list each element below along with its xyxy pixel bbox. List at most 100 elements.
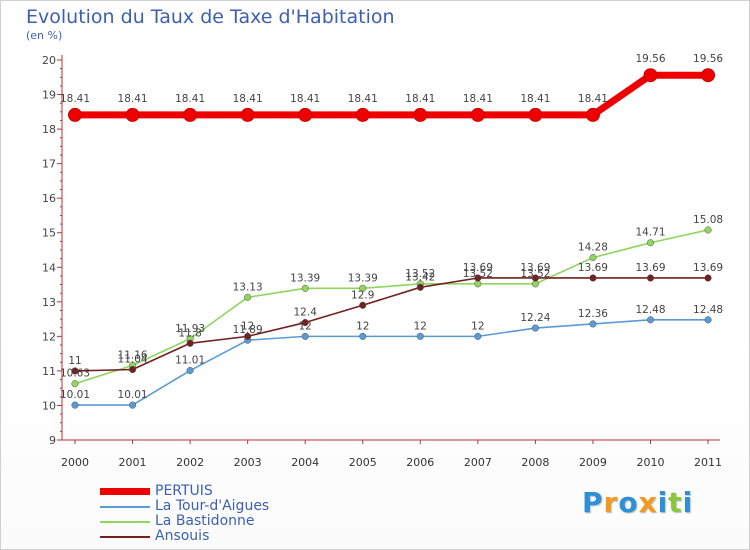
data-point [528, 107, 543, 122]
proxiti-logo: Proxiti [582, 486, 693, 519]
data-point [646, 316, 655, 324]
data-point [704, 226, 712, 234]
x-tick-label: 2010 [637, 456, 665, 469]
data-label: 18.41 [463, 93, 493, 105]
x-tick-label: 2000 [61, 456, 89, 469]
data-label: 19.56 [693, 53, 723, 65]
series-line [74, 229, 709, 385]
data-label: 18.41 [60, 93, 90, 105]
data-point [474, 274, 482, 282]
y-tick-label: 16 [42, 192, 56, 205]
series-line [74, 277, 709, 372]
logo-letter: x [638, 486, 658, 519]
y-tick-label: 10 [42, 399, 56, 412]
data-point [125, 107, 140, 122]
data-label: 12 [241, 320, 254, 332]
data-point [531, 324, 539, 332]
data-label: 18.41 [578, 93, 608, 105]
data-point [704, 274, 712, 282]
data-label: 12.48 [635, 304, 665, 316]
data-point [470, 107, 485, 122]
data-label: 18.41 [405, 93, 435, 105]
data-label: 18.41 [175, 93, 205, 105]
data-label: 13.69 [635, 262, 665, 274]
data-point [298, 107, 313, 122]
logo-letter: o [618, 486, 639, 519]
data-point [244, 293, 252, 301]
logo-letter: i [657, 486, 669, 519]
data-label: 13.39 [290, 272, 320, 284]
data-label: 18.41 [520, 93, 550, 105]
data-point [301, 332, 309, 340]
data-point [301, 284, 309, 292]
y-tick-label: 20 [42, 54, 56, 67]
data-point [416, 332, 424, 340]
data-label: 14.71 [635, 227, 665, 239]
legend-item: PERTUIS [100, 484, 269, 499]
x-tick-label: 2009 [579, 456, 607, 469]
data-point [589, 274, 597, 282]
data-label: 13.39 [348, 272, 378, 284]
data-point [71, 401, 79, 409]
data-label: 13.69 [463, 262, 493, 274]
y-tick-label: 9 [49, 434, 56, 447]
data-point [129, 401, 137, 409]
x-tick-label: 2011 [694, 456, 722, 469]
data-label: 10.01 [118, 389, 148, 401]
logo-letter: r [603, 486, 619, 519]
data-point [701, 68, 716, 83]
data-point [643, 68, 658, 83]
data-label: 18.41 [348, 93, 378, 105]
legend-item: Ansouis [100, 529, 269, 544]
data-label: 12.24 [520, 312, 550, 324]
data-point [531, 274, 539, 282]
data-point [531, 280, 539, 288]
data-label: 11 [68, 355, 81, 367]
x-tick-label: 2002 [176, 456, 204, 469]
logo-letter: i [682, 486, 694, 519]
data-label: 11.16 [118, 349, 148, 361]
data-point [585, 107, 600, 122]
data-label: 18.41 [233, 93, 263, 105]
data-label: 13.52 [520, 268, 550, 280]
data-point [646, 239, 655, 247]
data-label: 14.28 [578, 242, 608, 254]
data-point [240, 107, 255, 122]
data-label: 11.93 [175, 323, 205, 335]
y-tick-label: 14 [42, 261, 56, 274]
x-tick-label: 2006 [406, 456, 434, 469]
data-label: 13.42 [405, 271, 435, 283]
data-point [355, 107, 370, 122]
data-label: 19.56 [635, 53, 665, 65]
data-label: 13.13 [233, 281, 263, 293]
data-point [474, 332, 482, 340]
data-point [413, 107, 428, 122]
data-point [186, 339, 194, 347]
data-point [301, 318, 309, 327]
data-label: 18.41 [118, 93, 148, 105]
data-label: 13.69 [693, 262, 723, 274]
series-line [74, 318, 709, 406]
y-tick-label: 13 [42, 296, 56, 309]
legend-label: La Bastidonne [155, 513, 255, 529]
data-point [359, 284, 367, 292]
logo-letter: P [582, 486, 604, 519]
data-label: 13.69 [578, 262, 608, 274]
y-tick-label: 19 [42, 89, 56, 102]
y-tick-label: 12 [42, 330, 56, 343]
x-tick-label: 2005 [349, 456, 377, 469]
data-label: 15.08 [693, 214, 723, 226]
y-tick-label: 11 [42, 365, 56, 378]
data-point [704, 316, 712, 324]
data-point [68, 107, 82, 122]
legend-swatch [100, 535, 150, 538]
data-label: 12 [414, 320, 427, 332]
legend-item: La Bastidonne [100, 514, 269, 529]
y-tick-label: 18 [42, 123, 56, 136]
legend-item: La Tour-d'Aigues [100, 499, 269, 514]
data-point [183, 107, 198, 122]
data-label: 10.63 [60, 368, 90, 380]
x-tick-label: 2004 [291, 456, 319, 469]
chart-title: Evolution du Taux de Taxe d'Habitation [26, 6, 395, 28]
